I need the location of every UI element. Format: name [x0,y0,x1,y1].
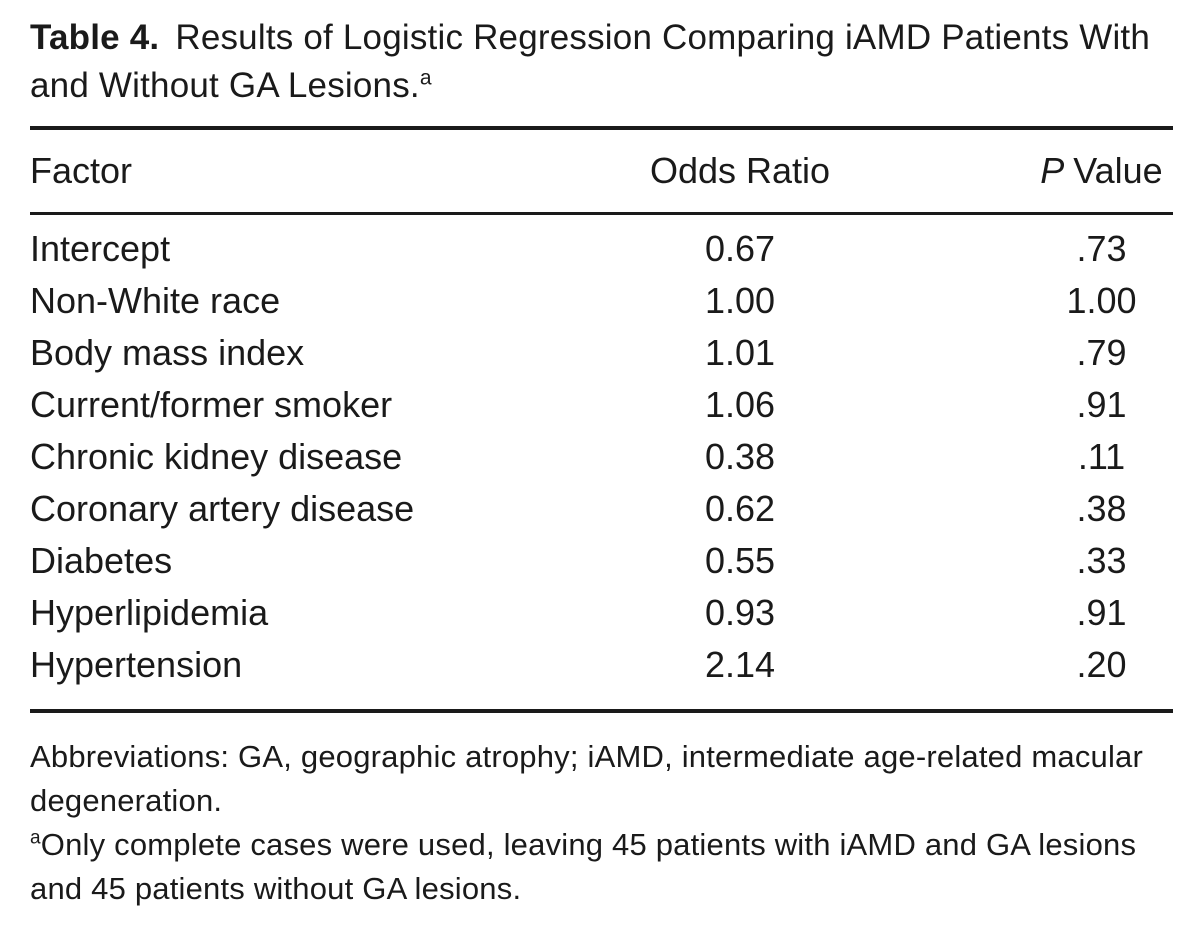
factor-cell: Coronary artery disease [30,488,415,529]
p-value-cell: .11 [1077,436,1126,477]
p-value-cell: .91 [1076,592,1127,633]
odds-ratio-cell: 1.01 [704,332,776,373]
abbreviations-note: Abbreviations: GA, geographic atrophy; i… [30,739,1144,818]
factor-cell: Diabetes [30,540,173,581]
table-body: Intercept 0.67 .73 Non-White race 1.00 1… [30,215,1173,709]
p-value-cell: .20 [1076,644,1127,685]
factor-cell: Intercept [30,228,171,269]
table-header-row: Factor Odds Ratio P Value [30,130,1173,212]
odds-ratio-cell: 0.55 [704,540,776,581]
column-header-factor: Factor [30,150,133,191]
factor-cell: Current/former smoker [30,384,393,425]
p-value-cell: .73 [1076,228,1127,269]
footnote-a-text: Only complete cases were used, leaving 4… [30,827,1137,906]
p-value-header-italic-p: P [1040,150,1065,191]
factor-cell: Non-White race [30,280,281,321]
factor-cell: Chronic kidney disease [30,436,403,477]
p-value-cell: .91 [1076,384,1127,425]
odds-ratio-cell: 0.38 [704,436,776,477]
factor-cell: Hypertension [30,644,243,685]
odds-ratio-cell: 0.67 [704,228,776,269]
p-value-header-rest: Value [1073,150,1163,191]
odds-ratio-cell: 0.62 [704,488,776,529]
table-row: Body mass index 1.01 .79 [30,327,1173,379]
table-number-label: Table 4. [30,18,160,57]
table-row: Chronic kidney disease 0.38 .11 [30,431,1173,483]
factor-cell: Body mass index [30,332,305,373]
table-row: Diabetes 0.55 .33 [30,535,1173,587]
column-header-p-value: P Value [1030,150,1173,192]
table-row: Hyperlipidemia 0.93 .91 [30,587,1173,639]
table-row: Intercept 0.67 .73 [30,223,1173,275]
p-value-cell: .33 [1076,540,1127,581]
p-value-cell: .38 [1076,488,1127,529]
table-row: Current/former smoker 1.06 .91 [30,379,1173,431]
factor-cell: Hyperlipidemia [30,592,269,633]
table-bottom-rule [30,709,1173,713]
footnote-a: aOnly complete cases were used, leaving … [30,823,1173,911]
page-title: Table 4. Results of Logistic Regression C… [30,14,1173,110]
title-footnote-marker: a [419,66,432,90]
odds-ratio-cell: 2.14 [704,644,776,685]
p-value-cell: 1.00 [1066,280,1137,321]
p-value-cell: .79 [1076,332,1127,373]
footnote-a-marker: a [30,827,41,849]
table-row: Coronary artery disease 0.62 .38 [30,483,1173,535]
table-row: Hypertension 2.14 .20 [30,639,1173,691]
odds-ratio-cell: 0.93 [704,592,776,633]
table-title-text: Results of Logistic Regression Comparing… [30,18,1151,105]
odds-ratio-cell: 1.00 [704,280,776,321]
table-top-rule [30,126,1173,130]
table-footnotes: Abbreviations: GA, geographic atrophy; i… [30,735,1173,911]
table-header-rule [30,212,1173,215]
column-header-odds-ratio: Odds Ratio [649,150,831,191]
table-row: Non-White race 1.00 1.00 [30,275,1173,327]
odds-ratio-cell: 1.06 [704,384,776,425]
